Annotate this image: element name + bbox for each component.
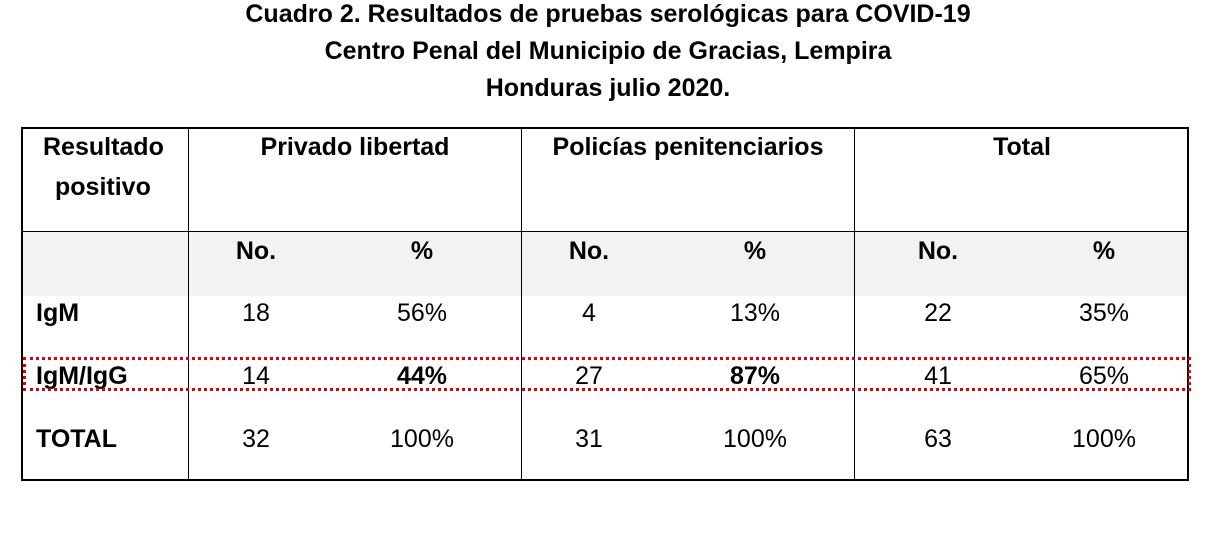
cell-value: 41 xyxy=(924,362,952,390)
row-label-total: TOTAL xyxy=(36,425,118,453)
header-positivo: positivo xyxy=(55,173,151,201)
row-label-igm: IgM xyxy=(36,299,80,327)
header-separator xyxy=(23,231,1187,232)
subheader-pct: % xyxy=(410,237,434,265)
cell-value: 27 xyxy=(575,362,603,390)
cell-value: 100% xyxy=(1072,425,1136,453)
column-divider xyxy=(188,129,189,479)
cell-value: 100% xyxy=(390,425,454,453)
table-caption: Cuadro 2. Resultados de pruebas serológi… xyxy=(0,0,1216,107)
subheader-band xyxy=(23,232,1187,296)
cell-value: 44% xyxy=(396,362,448,390)
cell-value: 65% xyxy=(1078,362,1130,390)
header-privado-libertad: Privado libertad xyxy=(260,133,450,161)
row-label-igm-igg: IgM/IgG xyxy=(36,362,128,390)
serology-table: Resultado positivo Privado libertad Poli… xyxy=(21,127,1189,481)
subheader-no: No. xyxy=(917,237,959,265)
subheader-no: No. xyxy=(568,237,610,265)
cell-value: 18 xyxy=(242,299,270,327)
cell-value: 4 xyxy=(582,299,596,327)
subheader-pct: % xyxy=(1092,237,1116,265)
caption-line-2: Centro Penal del Municipio de Gracias, L… xyxy=(324,37,892,65)
cell-value: 100% xyxy=(723,425,787,453)
subheader-no: No. xyxy=(235,237,277,265)
cell-value: 63 xyxy=(924,425,952,453)
cell-value: 22 xyxy=(924,299,952,327)
cell-value: 35% xyxy=(1078,299,1130,327)
cell-value: 56% xyxy=(396,299,448,327)
cell-value: 13% xyxy=(729,299,781,327)
cell-value: 31 xyxy=(575,425,603,453)
cell-value: 14 xyxy=(242,362,270,390)
column-divider xyxy=(854,129,855,479)
header-policias: Policías penitenciarios xyxy=(552,133,824,161)
column-divider xyxy=(521,129,522,479)
header-total: Total xyxy=(993,133,1051,161)
caption-line-1: Cuadro 2. Resultados de pruebas serológi… xyxy=(245,0,971,28)
cell-value: 32 xyxy=(242,425,270,453)
caption-line-3: Honduras julio 2020. xyxy=(485,74,731,102)
subheader-pct: % xyxy=(743,237,767,265)
header-resultado: Resultado xyxy=(43,133,164,161)
cell-value: 87% xyxy=(729,362,781,390)
